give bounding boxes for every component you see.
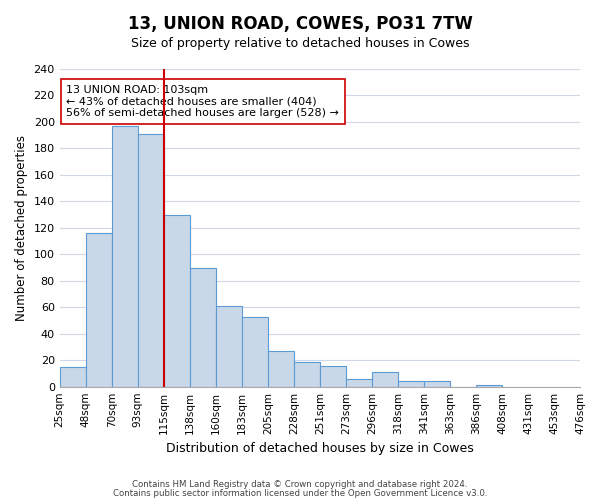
Bar (398, 382, 424, 386)
Bar (216, 306, 242, 386)
Bar (138, 134, 164, 386)
Y-axis label: Number of detached properties: Number of detached properties (15, 135, 28, 321)
Text: Contains public sector information licensed under the Open Government Licence v3: Contains public sector information licen… (113, 489, 487, 498)
Bar (320, 366, 346, 386)
Bar (59, 367, 86, 386)
Bar (164, 214, 190, 386)
Bar (190, 268, 216, 386)
Text: Contains HM Land Registry data © Crown copyright and database right 2024.: Contains HM Land Registry data © Crown c… (132, 480, 468, 489)
Bar (294, 362, 320, 386)
Bar (424, 382, 450, 386)
Bar (346, 378, 372, 386)
Text: 13 UNION ROAD: 103sqm
← 43% of detached houses are smaller (404)
56% of semi-det: 13 UNION ROAD: 103sqm ← 43% of detached … (66, 85, 339, 118)
Text: 13, UNION ROAD, COWES, PO31 7TW: 13, UNION ROAD, COWES, PO31 7TW (128, 15, 472, 33)
Bar (112, 126, 138, 386)
X-axis label: Distribution of detached houses by size in Cowes: Distribution of detached houses by size … (166, 442, 474, 455)
Bar (242, 316, 268, 386)
Bar (86, 233, 112, 386)
Text: Size of property relative to detached houses in Cowes: Size of property relative to detached ho… (131, 38, 469, 51)
Bar (268, 351, 294, 386)
Bar (372, 372, 398, 386)
